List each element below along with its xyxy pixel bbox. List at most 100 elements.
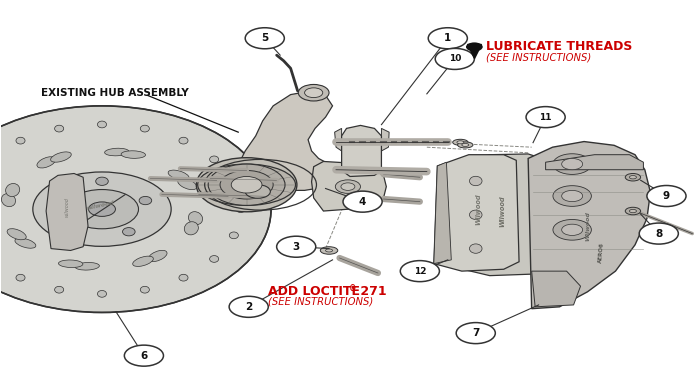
Text: 12: 12 xyxy=(414,267,426,276)
Ellipse shape xyxy=(96,177,108,185)
Ellipse shape xyxy=(52,196,65,205)
Ellipse shape xyxy=(168,170,189,180)
Ellipse shape xyxy=(0,106,271,313)
Text: 3: 3 xyxy=(293,242,300,252)
Ellipse shape xyxy=(178,179,197,190)
Circle shape xyxy=(245,185,270,198)
Ellipse shape xyxy=(133,256,153,267)
Ellipse shape xyxy=(462,143,469,146)
Ellipse shape xyxy=(470,244,482,253)
Polygon shape xyxy=(434,162,452,264)
Ellipse shape xyxy=(16,274,25,281)
Text: 1: 1 xyxy=(444,33,452,43)
Ellipse shape xyxy=(209,156,218,163)
Text: 8: 8 xyxy=(655,228,662,239)
Polygon shape xyxy=(335,129,342,151)
Ellipse shape xyxy=(553,154,592,175)
Ellipse shape xyxy=(625,207,640,215)
Text: wilwood: wilwood xyxy=(86,200,116,211)
Ellipse shape xyxy=(122,228,135,236)
Ellipse shape xyxy=(629,209,636,213)
Circle shape xyxy=(125,345,164,366)
Ellipse shape xyxy=(140,125,149,132)
Text: Wilwood: Wilwood xyxy=(585,211,590,241)
Text: 4: 4 xyxy=(359,197,366,207)
Text: ADD LOCTITE: ADD LOCTITE xyxy=(267,285,360,298)
Text: AERO6: AERO6 xyxy=(598,242,605,263)
Text: 6: 6 xyxy=(140,351,148,361)
Ellipse shape xyxy=(321,247,338,254)
Polygon shape xyxy=(312,161,386,211)
Ellipse shape xyxy=(69,228,81,236)
Polygon shape xyxy=(239,91,336,190)
Circle shape xyxy=(456,323,496,343)
Text: 10: 10 xyxy=(449,54,461,63)
Text: 9: 9 xyxy=(663,191,670,201)
Ellipse shape xyxy=(7,229,26,240)
Polygon shape xyxy=(528,141,650,309)
Polygon shape xyxy=(342,126,382,176)
Ellipse shape xyxy=(33,172,172,246)
Text: 5: 5 xyxy=(261,33,268,43)
Text: Wilwood: Wilwood xyxy=(475,193,481,225)
Ellipse shape xyxy=(197,164,295,205)
Ellipse shape xyxy=(553,186,592,206)
Polygon shape xyxy=(545,155,643,170)
Ellipse shape xyxy=(458,142,473,148)
Ellipse shape xyxy=(75,262,99,270)
Ellipse shape xyxy=(553,219,592,240)
Ellipse shape xyxy=(55,287,64,293)
Text: EXISTING HUB ASSEMBLY: EXISTING HUB ASSEMBLY xyxy=(41,88,189,98)
Ellipse shape xyxy=(326,249,332,252)
Ellipse shape xyxy=(209,256,218,262)
Ellipse shape xyxy=(561,190,582,202)
Ellipse shape xyxy=(97,290,106,297)
Polygon shape xyxy=(455,154,545,276)
Ellipse shape xyxy=(148,250,167,262)
Ellipse shape xyxy=(139,196,152,205)
Ellipse shape xyxy=(230,232,239,239)
Text: LUBRICATE THREADS: LUBRICATE THREADS xyxy=(486,40,633,53)
Circle shape xyxy=(335,180,361,193)
Circle shape xyxy=(435,48,475,69)
Ellipse shape xyxy=(179,274,188,281)
Text: (SEE INSTRUCTIONS): (SEE INSTRUCTIONS) xyxy=(486,52,592,62)
Circle shape xyxy=(400,261,440,282)
Text: (SEE INSTRUCTIONS): (SEE INSTRUCTIONS) xyxy=(267,297,373,307)
Circle shape xyxy=(229,296,268,317)
Ellipse shape xyxy=(16,137,25,144)
Ellipse shape xyxy=(184,222,198,235)
Ellipse shape xyxy=(236,206,245,213)
Circle shape xyxy=(526,107,565,128)
Text: ®: ® xyxy=(349,285,356,294)
Ellipse shape xyxy=(88,202,116,216)
Circle shape xyxy=(639,223,678,244)
Circle shape xyxy=(208,164,285,205)
Ellipse shape xyxy=(37,157,56,168)
Ellipse shape xyxy=(66,190,139,229)
Ellipse shape xyxy=(457,141,464,144)
Circle shape xyxy=(196,158,297,212)
Text: 7: 7 xyxy=(472,328,480,338)
Ellipse shape xyxy=(230,179,239,186)
Ellipse shape xyxy=(629,176,636,179)
Circle shape xyxy=(466,42,483,51)
Polygon shape xyxy=(46,173,88,250)
Ellipse shape xyxy=(179,137,188,144)
Ellipse shape xyxy=(59,260,83,268)
Polygon shape xyxy=(434,155,519,271)
Text: Wilwood: Wilwood xyxy=(499,195,505,227)
Polygon shape xyxy=(531,271,580,307)
Ellipse shape xyxy=(121,151,146,158)
Ellipse shape xyxy=(50,152,71,162)
Circle shape xyxy=(298,84,329,101)
Circle shape xyxy=(276,236,316,257)
Circle shape xyxy=(647,185,686,207)
Circle shape xyxy=(220,170,273,199)
Ellipse shape xyxy=(1,193,15,207)
Circle shape xyxy=(341,183,355,190)
Circle shape xyxy=(428,28,468,49)
Text: wilwood: wilwood xyxy=(64,197,69,217)
Ellipse shape xyxy=(97,121,106,128)
Text: 271: 271 xyxy=(356,285,386,298)
